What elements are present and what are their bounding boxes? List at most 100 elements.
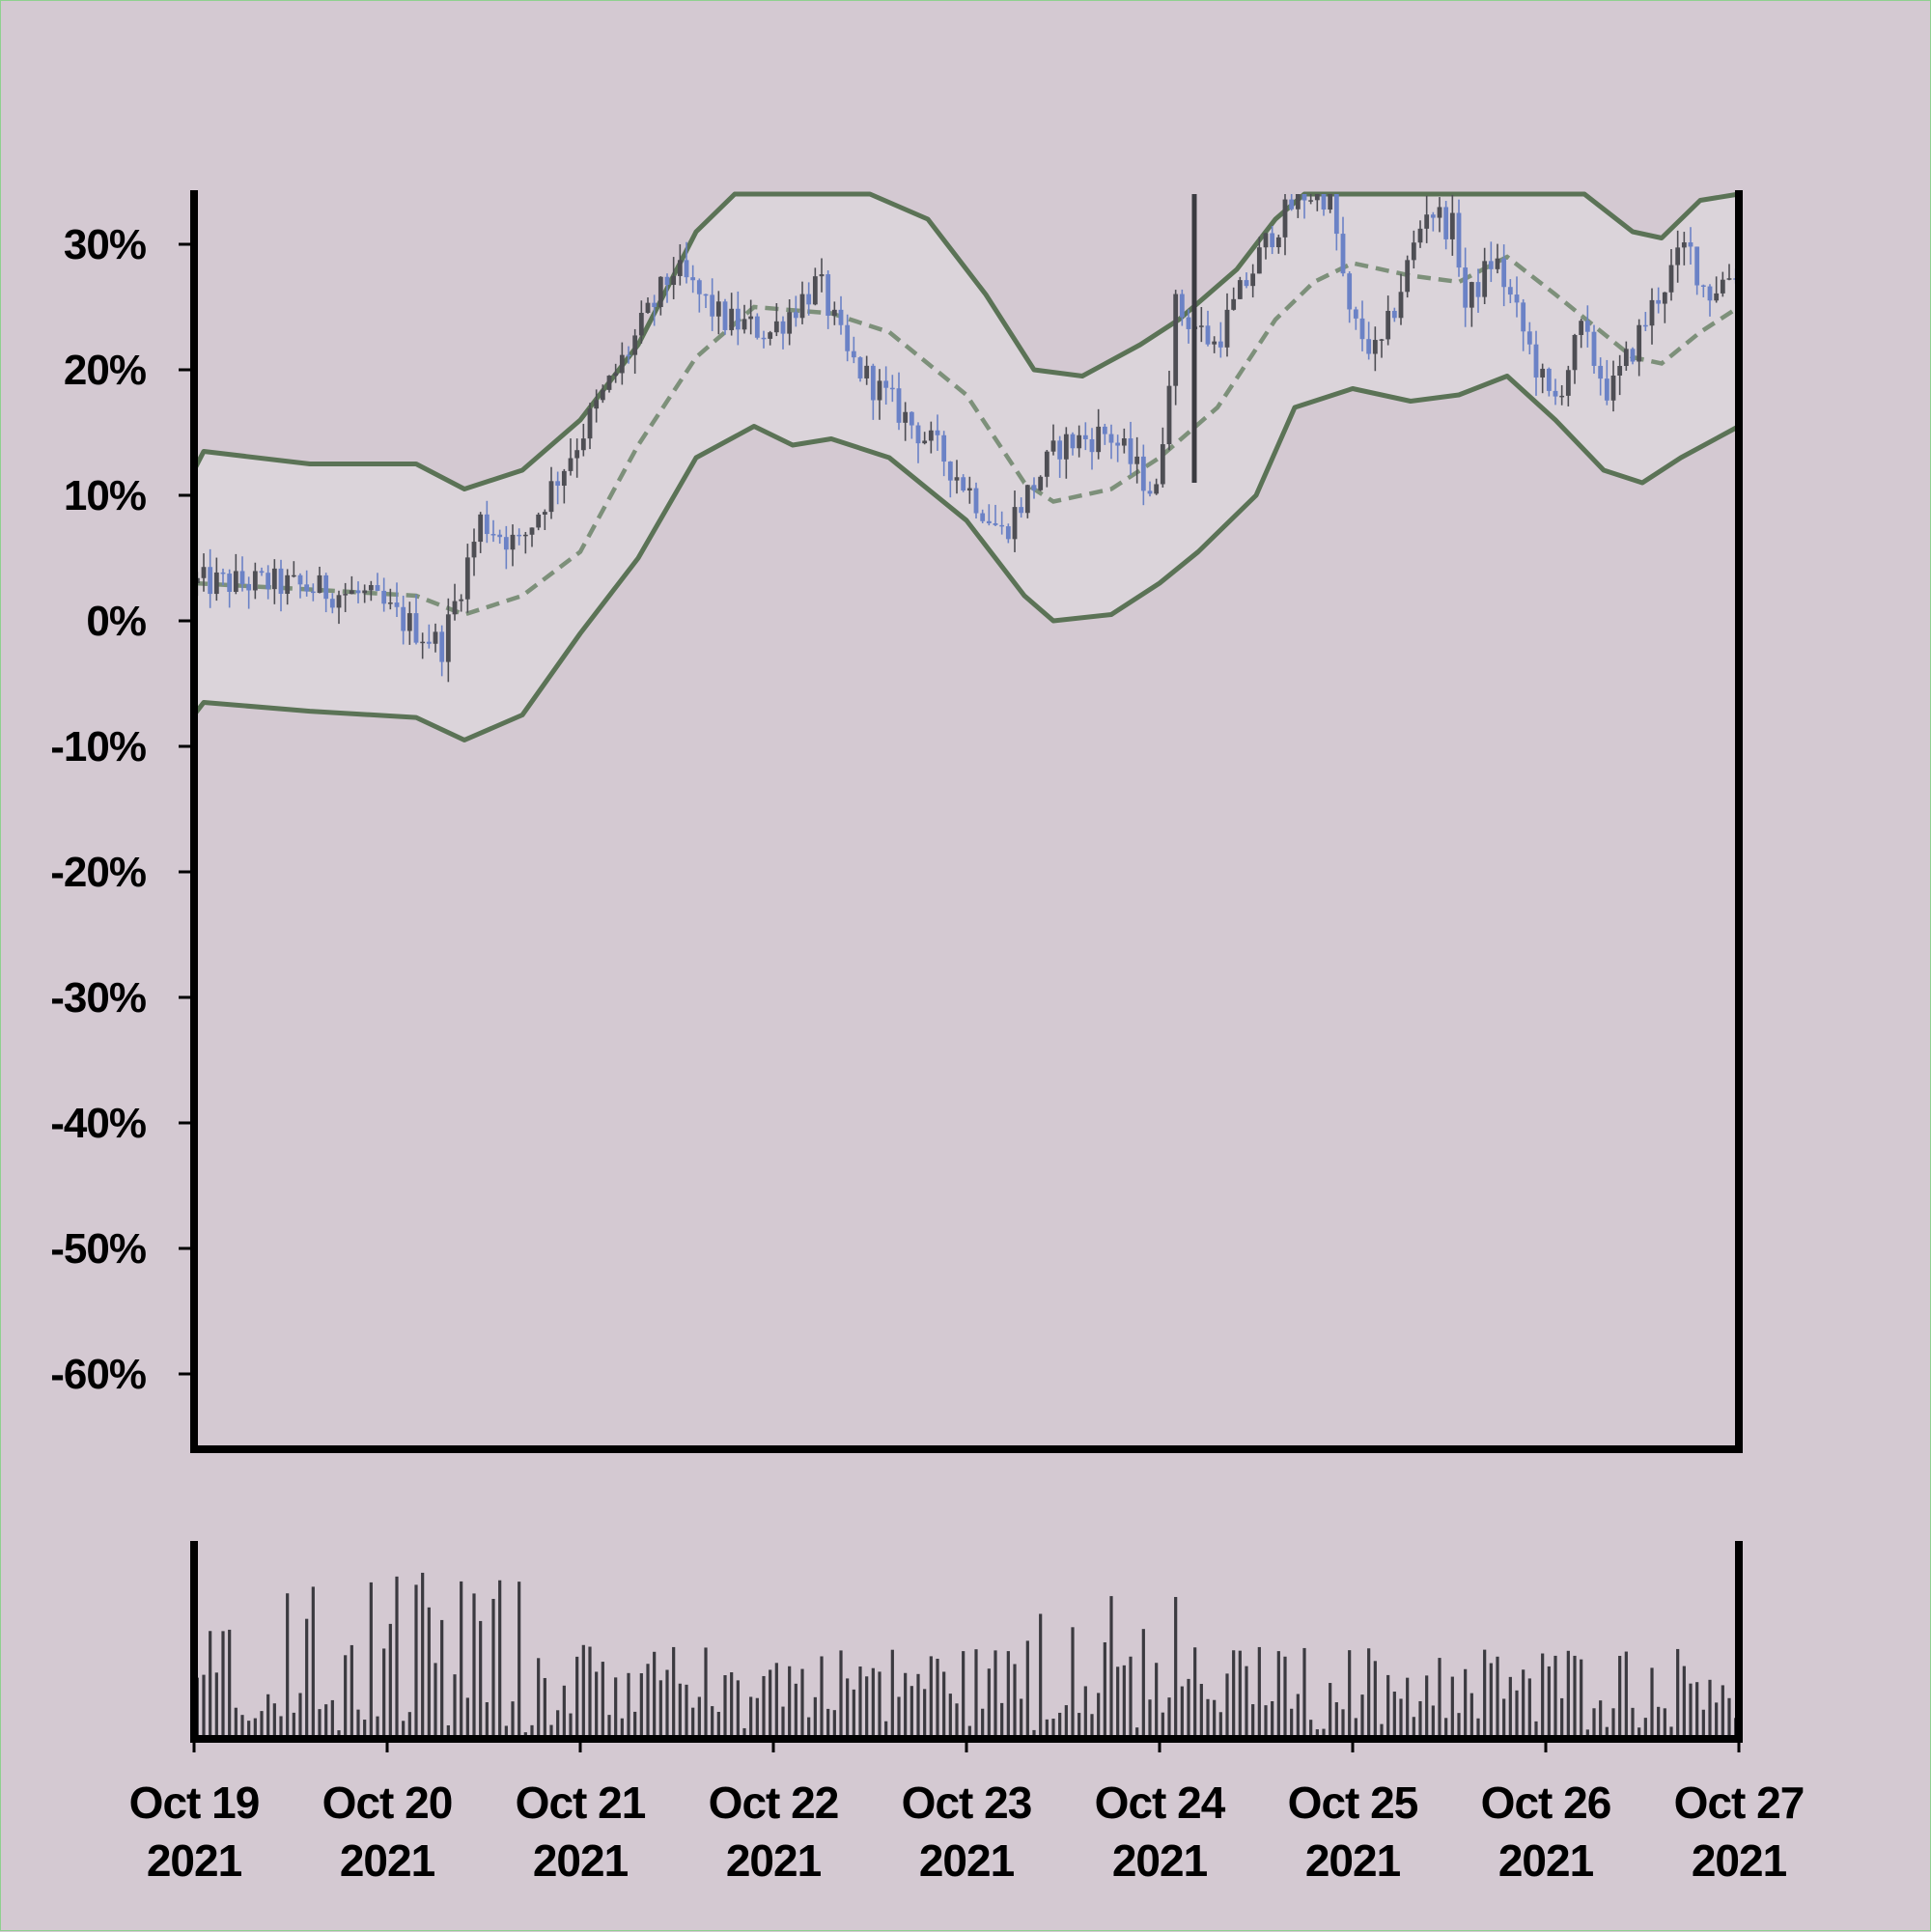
volume-bar (498, 1580, 502, 1739)
y-tick-label: 0% (86, 598, 146, 645)
x-tick-label-year: 2021 (1498, 1835, 1594, 1886)
candle-body (426, 641, 432, 644)
volume-bar (1386, 1674, 1390, 1739)
candle-body (1082, 434, 1088, 439)
volume-bar (1367, 1648, 1371, 1739)
candle-body (1031, 485, 1037, 490)
candle-body (787, 312, 793, 334)
candle-body (1559, 395, 1565, 398)
volume-bar (530, 1724, 534, 1739)
candle-body (1070, 434, 1076, 449)
volume-bar (1444, 1718, 1448, 1739)
volume-bar (1592, 1708, 1596, 1739)
volume-bar (800, 1668, 804, 1739)
volume-bar (1276, 1651, 1280, 1739)
volume-bar (665, 1669, 669, 1739)
volume-bar (627, 1672, 630, 1739)
volume-bar (742, 1727, 746, 1739)
candle-body (1681, 242, 1687, 248)
volume-bar (711, 1706, 714, 1739)
volume-bar (1058, 1712, 1062, 1739)
candle-body (1217, 341, 1223, 348)
volume-bar (1238, 1650, 1242, 1739)
candle-body (323, 574, 329, 600)
volume-bar (356, 1709, 360, 1739)
volume-bar (755, 1697, 759, 1739)
volume-bar (884, 1721, 888, 1739)
x-tick-label-date: Oct 19 (129, 1778, 260, 1828)
candle-body (471, 542, 477, 558)
candle-body (208, 567, 213, 595)
volume-bar (1206, 1698, 1210, 1739)
volume-bar (298, 1693, 302, 1739)
candle-body (1154, 484, 1160, 494)
candle-body (517, 534, 522, 537)
y-tick-label: -40% (50, 1100, 146, 1147)
candle-body (715, 301, 721, 317)
volume-bar (1695, 1682, 1699, 1739)
volume-bar (1527, 1678, 1531, 1739)
upper-band-line (191, 191, 1740, 491)
volume-bar (214, 1672, 218, 1739)
volume-bar (1232, 1650, 1236, 1739)
candle-body (497, 534, 503, 538)
candle-body (1096, 426, 1102, 453)
volume-bar (1000, 1702, 1004, 1739)
candles-layer (194, 194, 1739, 683)
candle-body (684, 260, 689, 278)
volume-bar (1187, 1678, 1190, 1739)
candle-body (239, 571, 245, 585)
volume-bar (1457, 1713, 1461, 1739)
x-tick-label-year: 2021 (1112, 1835, 1208, 1886)
volume-bar (292, 1712, 295, 1739)
volume-bar (1135, 1727, 1139, 1739)
volume-bar (1560, 1697, 1564, 1739)
candle-body (1005, 526, 1011, 540)
volume-bar (1406, 1677, 1410, 1739)
volume-bar (1251, 1704, 1255, 1739)
volume-bar (479, 1620, 483, 1739)
candle-body (1501, 258, 1507, 288)
candle-body (278, 568, 284, 595)
volume-bar (749, 1696, 753, 1739)
candle-body (561, 470, 567, 487)
volume-bar (549, 1724, 553, 1739)
candle-body (966, 488, 972, 491)
volume-bar (434, 1663, 437, 1739)
x-tick-label-year: 2021 (919, 1835, 1015, 1886)
volume-bar (1469, 1693, 1473, 1739)
volume-bar (402, 1721, 406, 1739)
candle-body (1321, 194, 1327, 210)
volume-bar (279, 1716, 283, 1739)
volume-bar (1489, 1663, 1493, 1739)
volume-bar (1302, 1647, 1306, 1739)
volume-bar (1129, 1656, 1133, 1739)
volume-bar (569, 1713, 573, 1739)
volume-bar (1360, 1694, 1364, 1739)
candle-body (1044, 451, 1049, 477)
volume-bar (948, 1694, 952, 1739)
candle-body (799, 294, 805, 319)
candle-body (580, 438, 586, 451)
candle-body (1166, 385, 1172, 445)
volume-bar (1412, 1717, 1415, 1739)
candle-body (1140, 456, 1146, 491)
volume-bar (691, 1707, 695, 1739)
volume-bar (421, 1572, 425, 1739)
candle-body (1630, 349, 1636, 362)
volume-bar (1496, 1656, 1499, 1739)
candle-body (626, 354, 631, 357)
volume-bar (1045, 1719, 1049, 1739)
volume-bar (221, 1631, 225, 1739)
candle-body (864, 365, 870, 378)
x-tick-label-year: 2021 (147, 1835, 242, 1886)
candle-body (1714, 293, 1720, 301)
candle-body (1173, 294, 1179, 386)
volume-bar (1013, 1664, 1017, 1739)
candle-body (1688, 242, 1693, 247)
candle-body (999, 524, 1005, 527)
candle-body (889, 387, 895, 390)
volume-bar (1721, 1685, 1724, 1739)
candle-body (606, 376, 612, 390)
candle-body (1598, 365, 1604, 379)
